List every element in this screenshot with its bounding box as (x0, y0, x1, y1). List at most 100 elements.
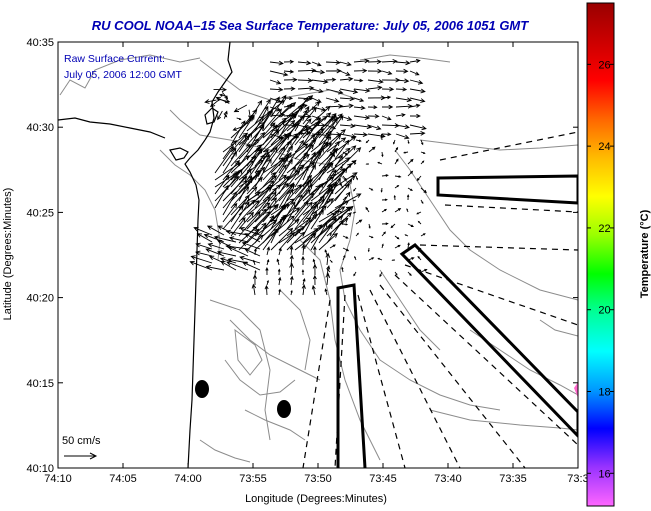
current-vector (417, 220, 422, 225)
current-vector (286, 181, 310, 209)
current-vector (342, 151, 348, 156)
current-vector (406, 194, 410, 201)
x-tick-label: 73:3 (567, 473, 588, 485)
x-tick-label: 73:50 (304, 473, 332, 485)
current-vector (390, 223, 396, 229)
current-vector (266, 259, 270, 266)
current-vector (294, 128, 309, 146)
current-vector (394, 207, 402, 213)
current-vector (395, 60, 411, 66)
current-vector (302, 165, 328, 195)
current-vector (334, 175, 356, 195)
current-vector (283, 69, 295, 74)
y-tick-label: 40:20 (26, 293, 54, 305)
current-vector (226, 261, 249, 271)
current-vector (310, 105, 331, 125)
current-vector (365, 163, 370, 165)
current-vector (286, 153, 310, 174)
current-vector (311, 88, 324, 94)
current-vector (409, 58, 421, 64)
current-vector (407, 139, 410, 145)
current-vector (302, 278, 306, 286)
current-vector (246, 147, 263, 174)
current-vector (213, 235, 237, 243)
current-vector (394, 185, 400, 189)
current-vector (324, 249, 328, 256)
current-vector (215, 96, 230, 104)
current-vector (283, 77, 298, 83)
current-vector (351, 160, 357, 165)
current-vector (381, 198, 388, 202)
current-vector (334, 139, 350, 160)
current-vector (254, 187, 277, 216)
current-vector (230, 201, 250, 230)
current-vector (409, 70, 420, 76)
current-vector (238, 132, 253, 153)
current-vector (254, 175, 278, 195)
current-vector (326, 199, 331, 204)
current-vector (326, 155, 343, 181)
current-vector (381, 132, 392, 137)
current-vector (195, 250, 213, 257)
scale-arrow (64, 452, 98, 460)
current-vector (353, 78, 364, 83)
current-vector (246, 185, 273, 209)
current-vector (394, 235, 400, 240)
current-vector (246, 208, 267, 230)
current-vector (278, 158, 293, 181)
current-vector (353, 105, 366, 111)
current-vector (216, 250, 237, 257)
current-vector (311, 61, 322, 67)
y-tick-label: 40:35 (26, 37, 54, 49)
current-vector (329, 211, 336, 216)
current-vector (310, 217, 338, 244)
current-vector (394, 158, 399, 165)
current-vector (242, 261, 261, 271)
current-vector (352, 199, 357, 202)
current-vector (407, 223, 414, 227)
current-vector (339, 103, 354, 109)
current-vector (391, 259, 396, 262)
current-vector (286, 189, 311, 216)
current-vector (407, 242, 410, 249)
plot-area (58, 42, 578, 468)
current-vector (246, 176, 263, 195)
current-vector (265, 267, 269, 276)
current-vector (313, 245, 317, 256)
current-vector (253, 248, 257, 256)
current-vector (409, 79, 424, 85)
y-axis-label: Latitude (Degrees:Minutes) (2, 188, 14, 321)
current-vector (338, 210, 344, 213)
current-vector (339, 76, 354, 82)
current-vector (278, 231, 295, 251)
current-vector (367, 68, 383, 74)
current-vector (355, 139, 362, 142)
current-vector (286, 200, 309, 230)
current-vector (368, 257, 375, 261)
current-vector (354, 255, 357, 261)
current-vector (278, 139, 292, 160)
current-vector (230, 120, 246, 146)
current-vector (230, 155, 250, 174)
current-vector (409, 103, 421, 108)
current-vector (420, 233, 426, 237)
current-vector (230, 143, 251, 167)
current-vector (312, 274, 317, 286)
current-vector (302, 210, 317, 237)
current-vector (353, 115, 371, 120)
current-vector (238, 211, 261, 237)
current-vector (393, 194, 396, 201)
current-vector (246, 154, 265, 181)
current-vector (395, 113, 406, 118)
current-vector (289, 262, 294, 276)
current-vector (214, 171, 240, 188)
current-vector (342, 247, 350, 252)
current-vector (244, 248, 261, 257)
current-vector (294, 192, 315, 216)
current-vector (302, 194, 325, 223)
current-vector (381, 58, 398, 64)
current-vector (232, 126, 242, 131)
current-vector (269, 70, 289, 77)
current-vector (365, 139, 370, 144)
colorbar-label: Temperature (°C) (639, 209, 651, 298)
